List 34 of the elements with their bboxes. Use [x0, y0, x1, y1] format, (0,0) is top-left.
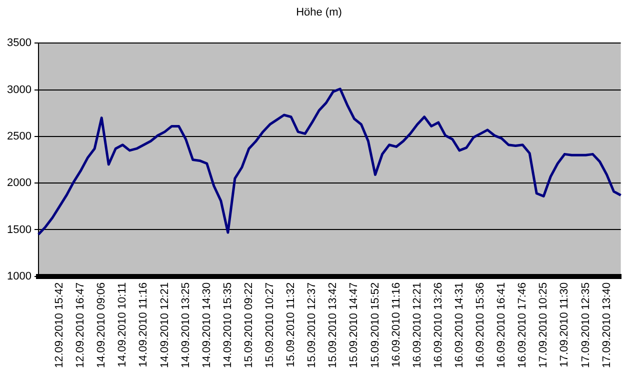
x-tick-label: 14.09.2010 12:21: [158, 282, 171, 368]
x-tick-label: 15.09.2010 09:22: [242, 282, 255, 368]
x-tick-label: 14.09.2010 11:16: [138, 282, 150, 368]
x-tick-label: 15.09.2010 11:32: [285, 282, 298, 368]
x-tick-label: 15.09.2010 15:52: [369, 282, 382, 368]
x-tick-label: 17.09.2010 13:40: [600, 282, 613, 368]
y-tick-label: 1500: [6, 224, 32, 236]
x-tick-label: 15.09.2010 13:42: [327, 282, 340, 368]
x-tick-label: 14.09.2010 13:25: [180, 282, 192, 368]
x-tick-label: 17.09.2010 11:30: [558, 282, 571, 368]
x-tick-label: 17.09.2010 10:25: [538, 282, 550, 368]
x-tick-label: 14.09.2010 14:30: [200, 282, 213, 368]
x-tick-label: 14.09.2010 09:06: [96, 282, 108, 368]
x-tick-label: 12.09.2010 16:47: [74, 282, 87, 368]
y-tick-label: 1000: [6, 270, 32, 282]
x-tick-label: 15.09.2010 14:47: [348, 282, 360, 368]
x-tick-label: 15.09.2010 10:27: [264, 282, 276, 368]
x-tick-label: 16.09.2010 12:21: [411, 282, 424, 368]
x-tick-label: 16.09.2010 11:16: [390, 282, 402, 368]
x-tick-label: 14.09.2010 15:35: [222, 282, 234, 368]
x-tick-label: 16.09.2010 16:41: [496, 282, 508, 368]
x-tick-label: 16.09.2010 13:26: [432, 282, 444, 368]
y-tick-label: 2000: [6, 177, 32, 190]
x-tick-label: 15.09.2010 12:37: [306, 282, 318, 368]
x-tick-label: 16.09.2010 17:46: [516, 282, 529, 368]
x-tick-label: 12.09.2010 15:42: [54, 282, 66, 368]
y-tick-label: 3500: [6, 37, 32, 50]
x-tick-label: 16.09.2010 14:31: [453, 282, 466, 368]
y-tick-label: 3000: [6, 84, 32, 96]
x-tick-label: 14.09.2010 10:11: [116, 282, 129, 368]
x-tick-label: 17.09.2010 12:35: [580, 282, 592, 368]
x-tick-label: 16.09.2010 15:36: [474, 282, 487, 368]
y-tick-label: 2500: [6, 130, 32, 142]
chart-title: Höhe (m): [296, 6, 342, 19]
